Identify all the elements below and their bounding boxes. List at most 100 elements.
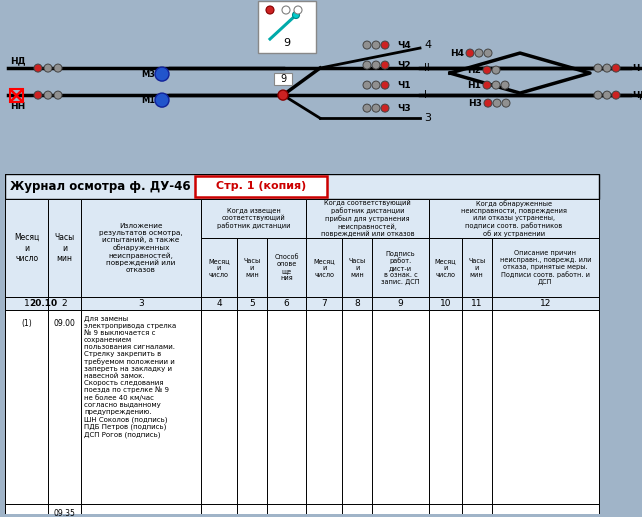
Bar: [429, 238, 462, 297]
Text: 09.00: 09.00: [53, 319, 76, 328]
Bar: [274, 73, 292, 85]
Bar: [5, 297, 81, 310]
Text: Когда извещен
соответствующий
работник дистанции: Когда извещен соответствующий работник д…: [217, 207, 290, 229]
Circle shape: [594, 64, 602, 72]
Text: Месяц
и
число: Месяц и число: [14, 233, 39, 263]
Text: Месяц
и
число: Месяц и число: [314, 257, 335, 278]
Text: Н4: Н4: [450, 49, 464, 57]
Text: Ч3: Ч3: [397, 103, 411, 113]
Circle shape: [603, 64, 611, 72]
Bar: [462, 297, 492, 310]
Text: Когда обнаруженные
неисправности, повреждения
или отказы устранены,
подписи соот: Когда обнаруженные неисправности, повреж…: [461, 200, 567, 237]
Text: НД: НД: [10, 56, 26, 65]
Text: ЧД: ЧД: [632, 90, 642, 100]
Text: 3: 3: [424, 113, 431, 123]
Text: Ч: Ч: [632, 64, 639, 72]
Text: Когда соответствующий
работник дистанции
прибыл для устранения
неисправностей,
п: Когда соответствующий работник дистанции…: [321, 200, 415, 237]
Bar: [81, 297, 201, 310]
Text: 1: 1: [24, 299, 30, 308]
Bar: [237, 238, 266, 297]
Bar: [306, 238, 342, 297]
Circle shape: [282, 6, 290, 14]
Circle shape: [372, 41, 380, 49]
Circle shape: [155, 93, 169, 107]
Text: 09.35: 09.35: [53, 509, 76, 517]
Circle shape: [34, 91, 42, 99]
Circle shape: [612, 91, 620, 99]
Bar: [237, 297, 266, 310]
Circle shape: [372, 81, 380, 89]
Bar: [5, 297, 48, 310]
Text: 20.10: 20.10: [29, 299, 57, 308]
Bar: [48, 297, 81, 310]
Bar: [429, 199, 599, 238]
Text: 8: 8: [354, 299, 360, 308]
Bar: [201, 297, 237, 310]
Circle shape: [483, 81, 491, 89]
Bar: [342, 297, 372, 310]
Text: Подпись
работ.
дист-и
в ознак. с
запис. ДСП: Подпись работ. дист-и в ознак. с запис. …: [381, 250, 420, 285]
Text: Изложение
результатов осмотра,
испытаний, а также
обнаруженных
неисправностей,
п: Изложение результатов осмотра, испытаний…: [99, 223, 183, 273]
Circle shape: [493, 99, 501, 107]
Circle shape: [381, 61, 389, 69]
Circle shape: [54, 91, 62, 99]
Text: Журнал осмотра ф. ДУ-46: Журнал осмотра ф. ДУ-46: [10, 180, 191, 193]
Circle shape: [372, 104, 380, 112]
Text: Часы
и
мин: Часы и мин: [468, 257, 485, 278]
Circle shape: [34, 64, 42, 72]
Text: Часы
и
мин: Часы и мин: [55, 233, 74, 263]
Bar: [5, 504, 599, 517]
Circle shape: [293, 11, 300, 19]
Circle shape: [502, 99, 510, 107]
Text: 5: 5: [249, 299, 255, 308]
Circle shape: [381, 81, 389, 89]
Circle shape: [155, 67, 169, 81]
Circle shape: [492, 66, 500, 74]
Text: НН: НН: [10, 102, 25, 111]
Text: Для замены
электропривода стрелка
№ 9 выключается с
сохранением
пользования сигн: Для замены электропривода стрелка № 9 вы…: [84, 315, 177, 438]
Text: 9: 9: [398, 299, 403, 308]
Circle shape: [381, 41, 389, 49]
Text: Н3: Н3: [468, 99, 482, 108]
Circle shape: [363, 81, 371, 89]
Text: Стр. 1 (копия): Стр. 1 (копия): [216, 181, 306, 191]
Circle shape: [363, 41, 371, 49]
Bar: [372, 238, 429, 297]
Circle shape: [501, 81, 509, 89]
Bar: [81, 199, 201, 297]
Text: Месяц
и
число: Месяц и число: [435, 257, 456, 278]
Text: М1: М1: [141, 96, 155, 104]
Text: Н1: Н1: [467, 81, 481, 89]
Bar: [5, 310, 599, 504]
Circle shape: [484, 99, 492, 107]
Text: Ч2: Ч2: [397, 60, 411, 70]
Bar: [10, 89, 23, 102]
Bar: [429, 297, 462, 310]
Text: 6: 6: [284, 299, 290, 308]
Bar: [5, 174, 599, 199]
Text: 3: 3: [138, 299, 144, 308]
Circle shape: [294, 6, 302, 14]
Bar: [201, 199, 306, 238]
Circle shape: [484, 49, 492, 57]
Circle shape: [372, 61, 380, 69]
Text: 10: 10: [440, 299, 451, 308]
Circle shape: [278, 90, 288, 100]
Text: 7: 7: [322, 299, 327, 308]
Bar: [372, 297, 429, 310]
Circle shape: [44, 91, 52, 99]
Text: 11: 11: [471, 299, 483, 308]
Bar: [266, 297, 306, 310]
Bar: [492, 297, 599, 310]
Text: Ч1: Ч1: [397, 81, 411, 89]
Text: 9: 9: [280, 74, 286, 84]
Text: Н2: Н2: [467, 66, 481, 74]
Circle shape: [363, 104, 371, 112]
Circle shape: [594, 91, 602, 99]
Circle shape: [381, 104, 389, 112]
Bar: [492, 238, 599, 297]
Text: Часы
и
мин: Часы и мин: [349, 257, 366, 278]
Bar: [462, 238, 492, 297]
Circle shape: [44, 64, 52, 72]
Circle shape: [363, 61, 371, 69]
